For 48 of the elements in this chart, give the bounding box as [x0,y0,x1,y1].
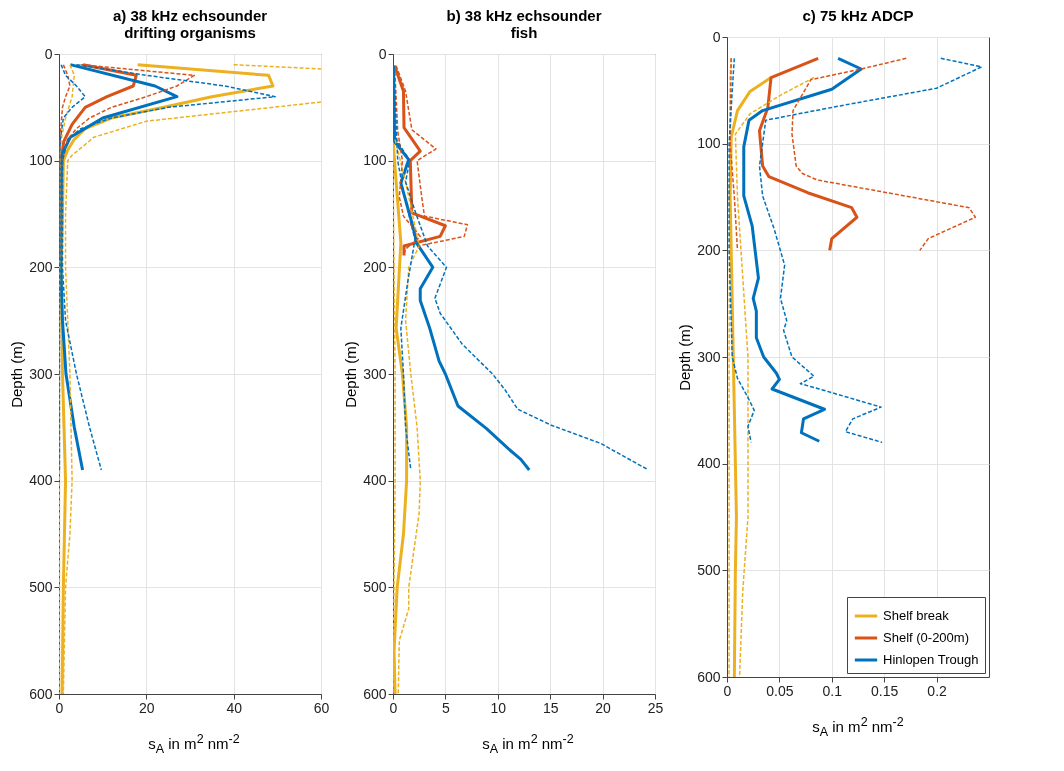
legend-label: Shelf (0-200m) [883,630,969,645]
y-tick-label: 600 [29,685,53,702]
y-tick-label: 100 [697,135,721,152]
x-axis-title: s$_{A}$ in m$^{2}$ nm$^{-2}$ [147,732,240,756]
x-tick-label: 40 [226,699,243,716]
x-tick-label: 0 [723,682,732,699]
x-tick-label: 0 [389,699,398,716]
y-tick-label: 0 [378,45,387,62]
x-tick-label: 60 [313,699,330,716]
x-axis-title: s$_{A}$ in m$^{2}$ nm$^{-2}$ [811,715,904,739]
legend-label: Shelf break [883,608,950,623]
x-tick-label: 0.05 [766,682,794,699]
x-tick-label: 10 [490,699,507,716]
y-tick-label: 300 [697,348,721,365]
y-tick-label: 100 [29,152,53,169]
y-tick-label: 400 [29,472,53,489]
y-tick-label: 100 [363,152,387,169]
y-tick-label: 500 [697,561,721,578]
x-tick-label: 0.2 [927,682,948,699]
x-tick-label: 20 [139,699,155,716]
x-tick-label: 20 [595,699,612,716]
x-axis-title: s$_{A}$ in m$^{2}$ nm$^{-2}$ [481,732,574,756]
y-axis-title: Depth (m) [342,341,360,408]
y-tick-label: 0 [44,45,53,62]
x-tick-label: 5 [442,699,450,716]
y-axis-title: Depth (m) [8,341,26,408]
x-tick-label: 0.15 [871,682,899,699]
chart-title: b) 38 kHz echsounder fish [446,7,602,41]
y-tick-label: 500 [29,578,53,595]
y-tick-label: 400 [697,455,721,472]
chart-title: a) 38 kHz echsounder drifting organisms [112,7,268,41]
y-axis-title: Depth (m) [676,324,694,391]
y-tick-label: 500 [363,578,387,595]
y-tick-label: 300 [363,365,387,382]
y-tick-label: 600 [363,685,387,702]
x-tick-label: 0.1 [822,682,843,699]
chart-title: c) 75 kHz ADCP [802,7,914,24]
y-tick-label: 300 [29,365,53,382]
legend-label: Hinlopen Trough [883,652,979,667]
x-tick-label: 0 [55,699,64,716]
x-tick-label: 15 [542,699,559,716]
y-tick-label: 200 [697,241,721,258]
x-tick-label: 25 [647,699,664,716]
y-tick-label: 600 [697,668,721,685]
y-tick-label: 200 [363,258,387,275]
y-tick-label: 400 [363,472,387,489]
y-tick-label: 0 [712,28,721,45]
y-tick-label: 200 [29,258,53,275]
